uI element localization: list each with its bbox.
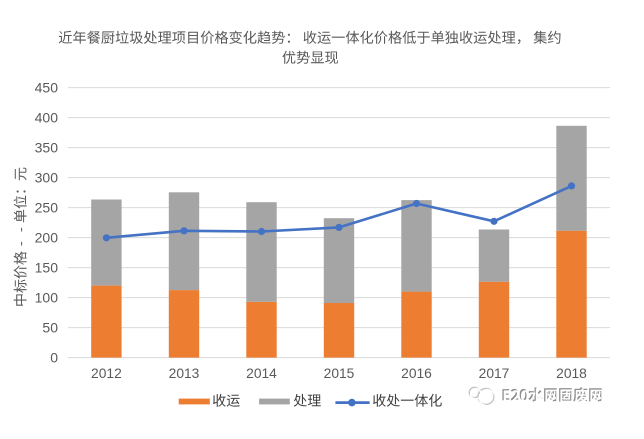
svg-text:50: 50 bbox=[42, 320, 58, 336]
svg-text:250: 250 bbox=[35, 200, 59, 216]
svg-text:200: 200 bbox=[35, 230, 59, 246]
svg-text:2014: 2014 bbox=[246, 366, 277, 381]
svg-text:2016: 2016 bbox=[401, 366, 432, 381]
svg-text:2015: 2015 bbox=[324, 366, 355, 381]
svg-text:350: 350 bbox=[35, 140, 59, 156]
svg-text:2017: 2017 bbox=[479, 366, 510, 381]
svg-text:400: 400 bbox=[35, 110, 59, 126]
svg-text:150: 150 bbox=[35, 260, 59, 276]
svg-text:2012: 2012 bbox=[91, 366, 122, 381]
svg-text:0: 0 bbox=[50, 350, 58, 366]
svg-text:2018: 2018 bbox=[556, 366, 587, 381]
svg-text:300: 300 bbox=[35, 170, 59, 186]
svg-text:100: 100 bbox=[35, 290, 59, 306]
svg-text:2013: 2013 bbox=[169, 366, 200, 381]
svg-text:450: 450 bbox=[35, 80, 59, 96]
